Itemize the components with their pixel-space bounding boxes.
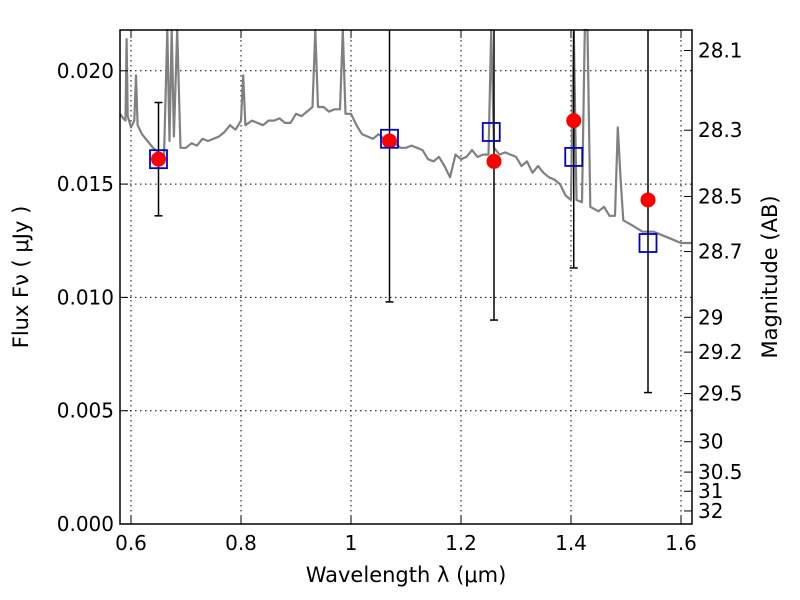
x-tick-label: 1.6 <box>665 531 697 555</box>
model-square <box>638 233 658 253</box>
model-square <box>481 122 501 142</box>
y2-tick-label: 28.7 <box>698 240 743 264</box>
spectrum-line <box>119 28 692 245</box>
y-tick-label: 0.020 <box>57 59 114 83</box>
y-tick-label: 0.010 <box>57 285 114 309</box>
y2-tick-label: 29 <box>698 305 723 329</box>
grid <box>120 30 692 525</box>
y2-tick-label: 32 <box>698 499 723 523</box>
flux-point <box>566 113 582 129</box>
plot-frame <box>119 29 693 525</box>
template-spectrum <box>119 28 692 245</box>
flux-point <box>486 153 502 169</box>
y2-tick-label: 31 <box>698 479 723 503</box>
x-tick-label: 1 <box>345 531 358 555</box>
y2-tick-label: 28.1 <box>698 39 743 63</box>
y2-tick-label: 30 <box>698 430 723 454</box>
x-tick-label: 1.4 <box>555 531 587 555</box>
y2-tick-label: 28.3 <box>698 118 743 142</box>
axis-ticks: 0.6 0.8 1 1.2 1.4 1.6 0.000 0.005 0.010 0.015 0.02… <box>57 30 743 555</box>
y-tick-label: 0.000 <box>57 512 114 536</box>
error-bars <box>154 30 652 394</box>
y2-tick-label: 30.5 <box>698 460 743 484</box>
flux-point <box>640 192 656 208</box>
observed-points <box>151 113 656 208</box>
x-tick-label: 1.2 <box>445 531 477 555</box>
y2-axis-title: Magnitude (AB) <box>758 195 782 358</box>
y-axis-title: Flux Fν ( μJy ) <box>9 206 33 349</box>
x-tick-label: 0.6 <box>115 531 147 555</box>
y-tick-label: 0.005 <box>57 399 114 423</box>
flux-point <box>382 133 397 149</box>
model-square <box>149 149 168 170</box>
y-tick-label: 0.015 <box>57 172 114 196</box>
model-square <box>380 128 399 149</box>
x-axis-title: Wavelength λ (μm) <box>306 563 507 587</box>
flux-point <box>151 151 166 167</box>
model-points <box>149 122 658 253</box>
y2-tick-label: 28.5 <box>698 184 743 208</box>
y2-tick-label: 29.2 <box>698 340 743 364</box>
x-tick-label: 0.8 <box>225 531 257 555</box>
model-square <box>564 146 584 167</box>
y2-tick-label: 29.5 <box>698 382 743 406</box>
